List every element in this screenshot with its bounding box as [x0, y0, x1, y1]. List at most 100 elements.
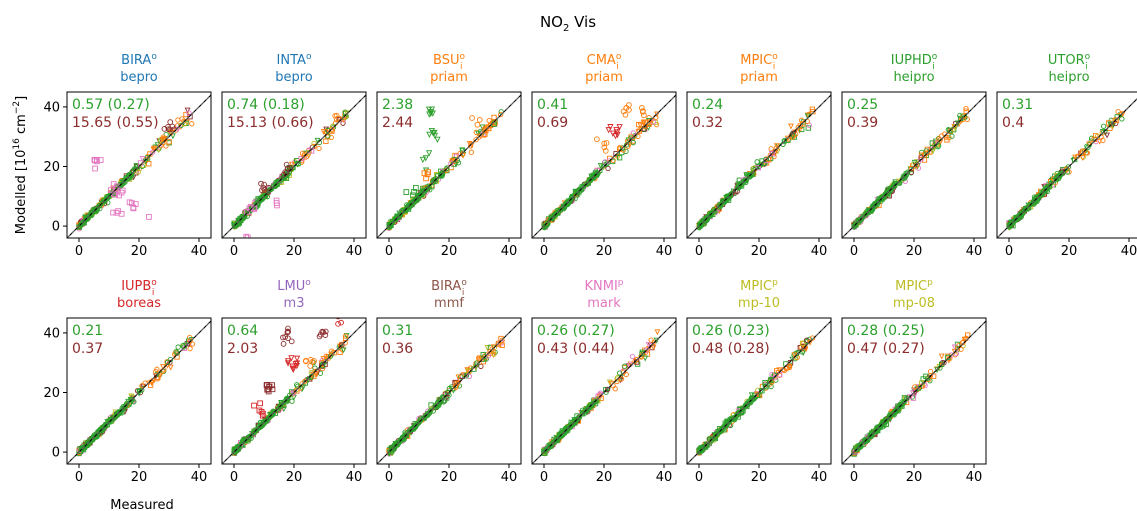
x-tick-label: 20 [131, 244, 148, 259]
scatter-point [632, 358, 638, 364]
outlier-point [601, 144, 608, 151]
scatter-point [1034, 193, 1041, 200]
x-tick-label: 40 [966, 244, 983, 259]
x-tick-label: 20 [751, 470, 768, 485]
scatter-point [954, 341, 961, 348]
outlier-point [112, 191, 119, 198]
panel-title-text: INTA [277, 53, 306, 68]
scatter-point [958, 346, 964, 352]
scatter-point [653, 337, 660, 344]
scatter-point [616, 155, 623, 161]
stat-line-1: 0.31 [1002, 97, 1033, 113]
outlier-point [434, 136, 441, 144]
scatter-point [623, 371, 629, 378]
stat-line-1: 0.21 [72, 323, 103, 339]
scatter-point [155, 147, 162, 154]
scatter-point [918, 152, 925, 158]
panel-title-sup: o [772, 52, 778, 62]
x-tick-label: 20 [906, 244, 923, 259]
scatter-point [1113, 117, 1120, 123]
scatter-point [935, 143, 942, 149]
panel-retrieval: mp-08 [893, 296, 935, 311]
scatter-point [478, 363, 484, 370]
scatter-point [301, 152, 307, 158]
scatter-point [1119, 116, 1125, 122]
scatter-point [499, 337, 505, 343]
scatter-point [636, 121, 642, 128]
scatter-point [1009, 218, 1016, 225]
scatter-point [498, 111, 504, 118]
outlier-point [110, 181, 117, 187]
figure-title-rest: Vis [569, 13, 596, 31]
scatter-point [931, 373, 937, 379]
scatter-point [421, 414, 428, 421]
panel-title-name: BIRAo [121, 52, 157, 68]
scatter-point [591, 174, 597, 181]
scatter-point [786, 363, 793, 370]
scatter-point [134, 164, 140, 170]
scatter-point [738, 180, 745, 186]
x-tick-label: 0 [230, 244, 238, 259]
panel-title-name: MPICp [895, 278, 933, 294]
scatter-point [167, 364, 174, 371]
x-tick-label: 40 [346, 470, 363, 485]
scatter-point [1048, 180, 1054, 186]
panel-title-sub: i [462, 288, 465, 298]
scatter-point [327, 353, 334, 359]
stat-line-1: 2.38 [382, 97, 413, 113]
scatter-point [1013, 214, 1019, 221]
y-tick-label: 40 [43, 326, 60, 341]
regression-line [532, 320, 676, 464]
scatter-point [754, 391, 761, 398]
outlier-point [638, 105, 645, 111]
scatter-point [120, 403, 127, 410]
x-tick-label: 40 [1121, 244, 1137, 259]
scatter-point [475, 355, 482, 361]
scatter-point [405, 429, 411, 436]
panel-12: 0 20 40 0.28 (0.25) 0.47 (0.27) MPICp mp-08 [841, 278, 987, 485]
scatter-point [782, 138, 788, 145]
outlier-point [165, 126, 172, 133]
outlier-point [411, 189, 417, 195]
stat-line-1: 0.57 (0.27) [72, 97, 150, 113]
scatter-point [184, 107, 191, 114]
scatter-point [868, 431, 874, 437]
panel-title-text: MPIC [740, 53, 772, 68]
x-tick-label: 0 [695, 470, 703, 485]
scatter-point [960, 113, 966, 119]
scatter-point [471, 366, 477, 372]
outlier-point [110, 209, 116, 216]
scatter-point [918, 149, 925, 156]
scatter-point [487, 349, 493, 355]
scatter-point [342, 109, 348, 115]
stat-line-2: 0.37 [72, 341, 103, 357]
x-tick-label: 0 [75, 244, 83, 259]
stat-line-1: 0.31 [382, 323, 413, 339]
scatter-point [459, 147, 466, 154]
outlier-point [424, 171, 431, 178]
scatter-point [438, 399, 444, 405]
outlier-point [293, 360, 301, 367]
scatter-point [107, 417, 113, 423]
scatter-point [804, 113, 811, 120]
scatter-point [703, 217, 709, 224]
panel-title-sup: o [306, 52, 312, 62]
scatter-point [139, 163, 145, 170]
scatter-point [769, 371, 775, 378]
scatter-point [795, 124, 801, 131]
panel-title-name: UTORo i [1048, 52, 1091, 72]
panel-title-name: MPICo i [740, 52, 778, 72]
stat-line-2: 15.13 (0.66) [227, 115, 314, 131]
scatter-point [1053, 175, 1059, 181]
panel-title-sub: i [616, 62, 619, 72]
scatter-point [386, 224, 392, 230]
scatter-point [314, 137, 321, 144]
scatter-point [800, 121, 806, 127]
outlier-point [288, 355, 295, 362]
stat-line-1: 0.26 (0.23) [692, 323, 770, 339]
panel-title-text: BIRA [431, 279, 461, 294]
scatter-point [809, 106, 815, 112]
outlier-point [290, 366, 297, 373]
scatter-point [937, 365, 943, 371]
